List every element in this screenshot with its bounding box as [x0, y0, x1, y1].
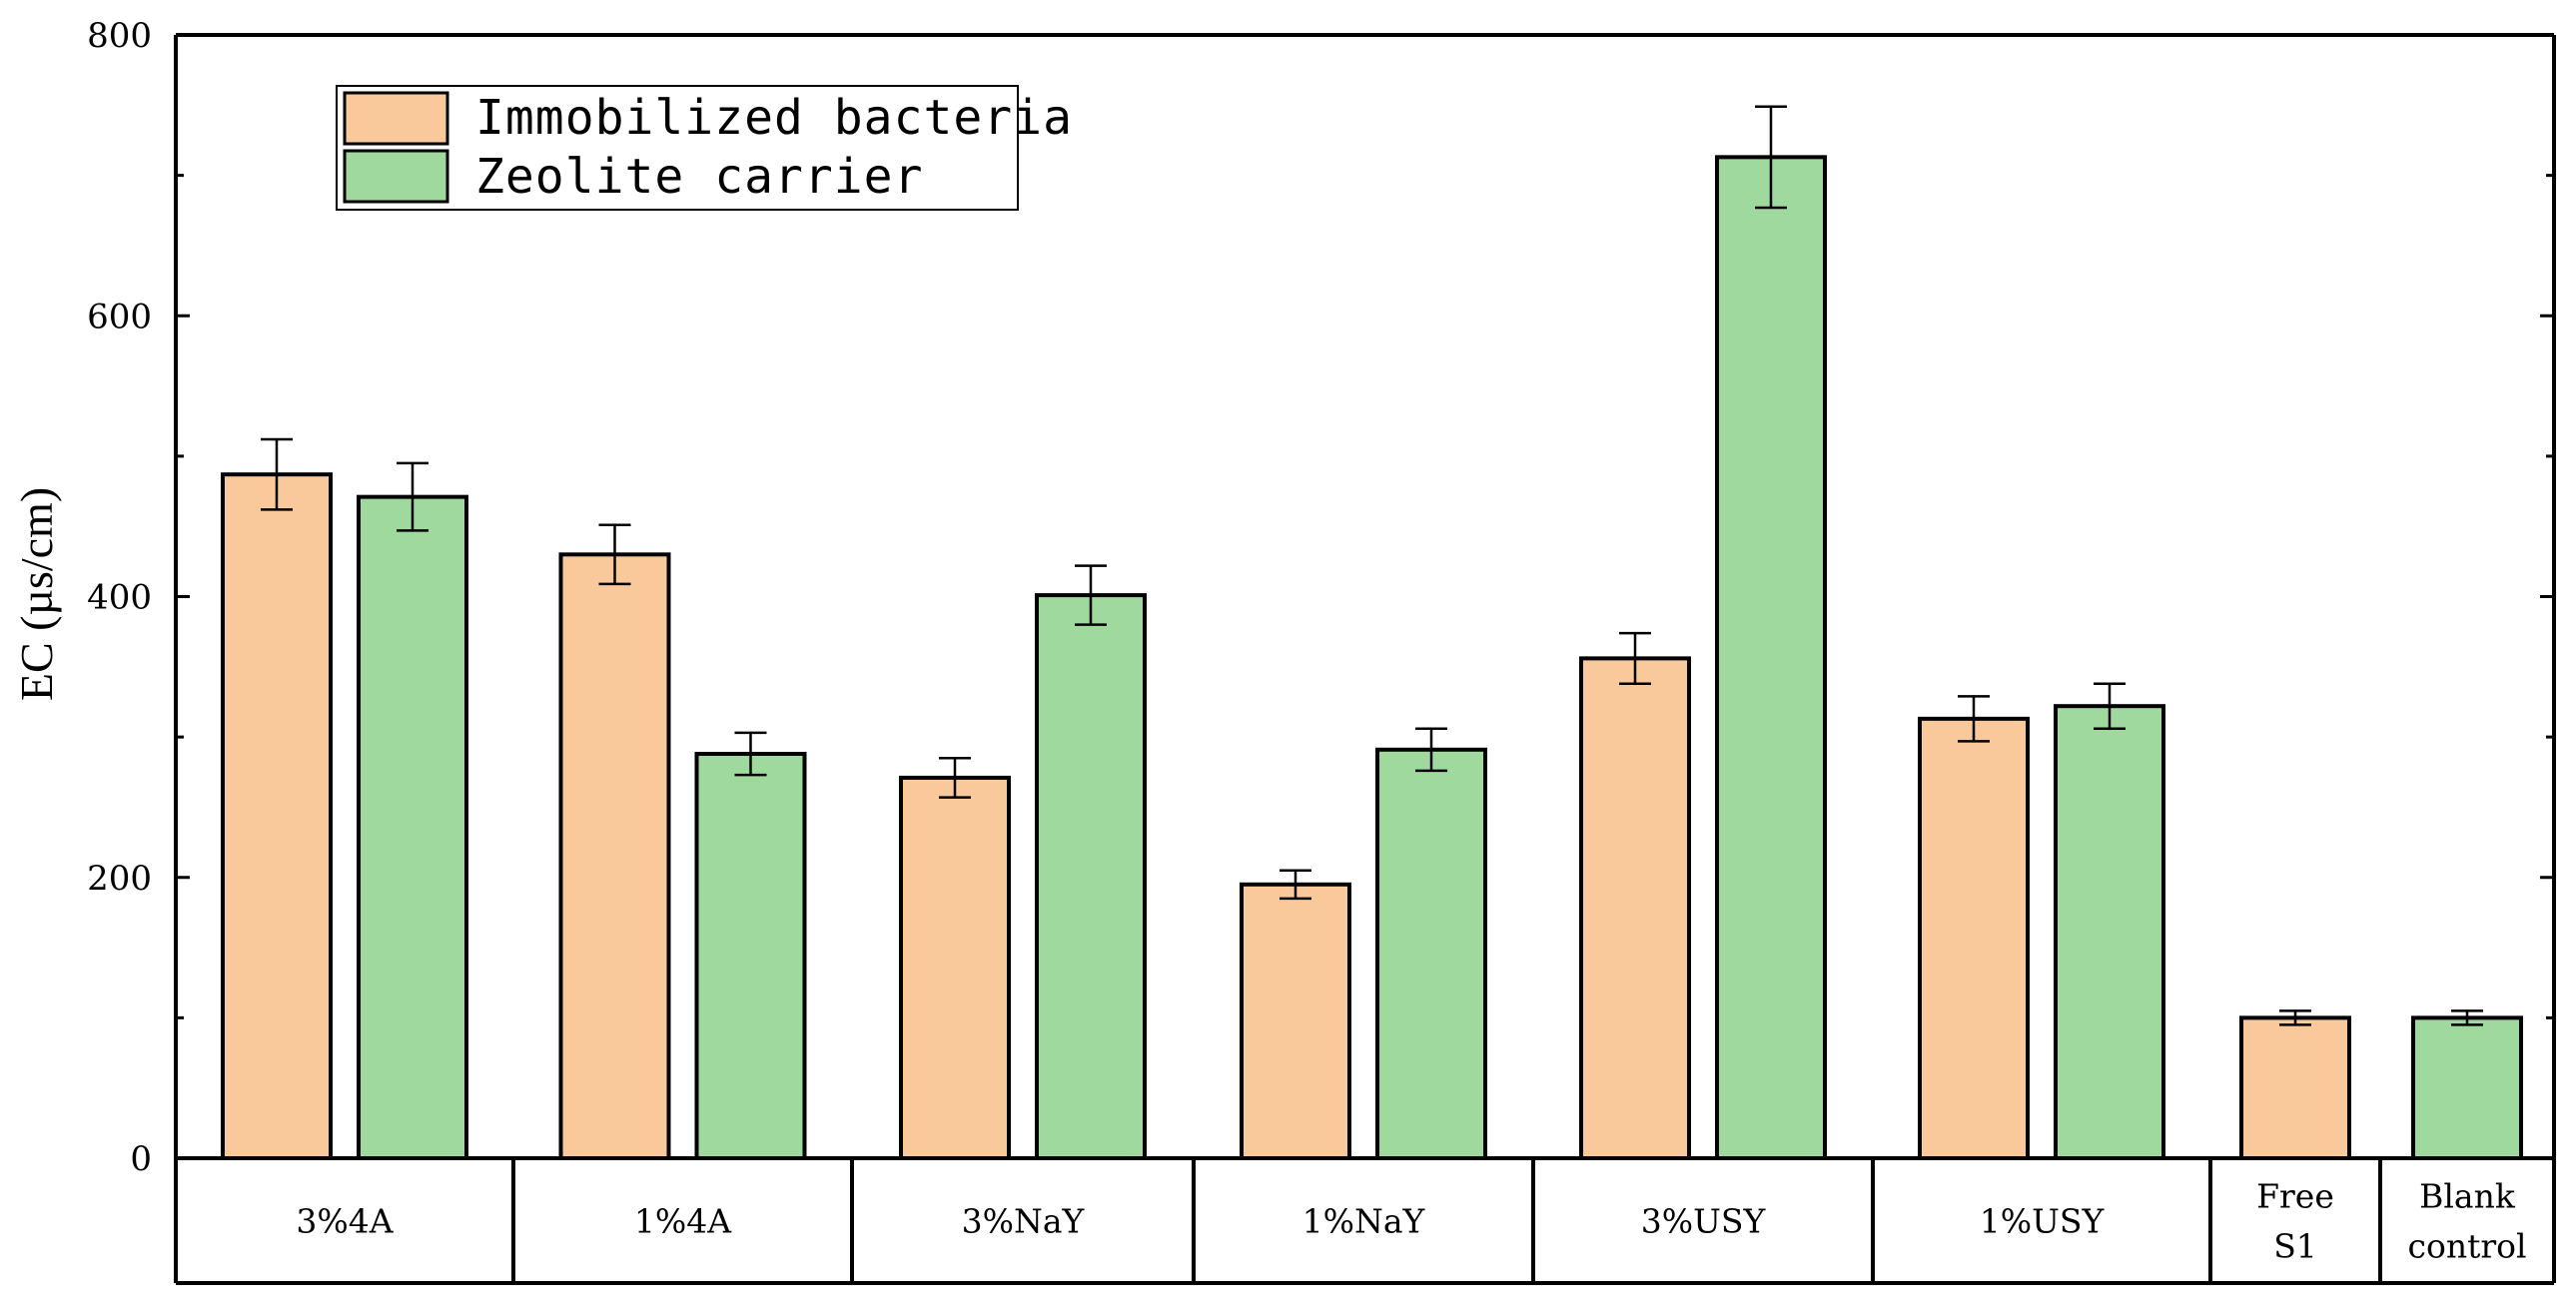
category-label: S1 [2273, 1227, 2317, 1266]
bar [694, 752, 807, 1160]
legend-box [336, 85, 1019, 211]
y-tick-label: 600 [87, 297, 152, 336]
category-label: 1%USY [1980, 1202, 2106, 1241]
category-row: 3%4A 1%4A 3%NaY 1%NaY 3%USY 1%USY Free S1 Blank c… [174, 1158, 2556, 1285]
category-label: 3%4A [296, 1202, 394, 1241]
y-tick-label: 400 [87, 578, 152, 618]
y-tick-label: 200 [87, 859, 152, 899]
bar [2239, 1015, 2351, 1160]
category-label: 3%USY [1641, 1202, 1767, 1241]
legend-swatch-immobilized [343, 91, 449, 146]
legend-label-zeolite: Zeolite carrier [475, 149, 923, 205]
y-tick-label: 0 [130, 1139, 152, 1179]
category-label: control [2407, 1227, 2526, 1266]
bar [357, 494, 468, 1160]
error-bars [261, 105, 2483, 1026]
y-tick-label: 800 [87, 16, 152, 56]
bar [221, 472, 333, 1160]
legend: Immobilized bacteria Zeolite carrier [336, 85, 1073, 211]
plot-frame [174, 33, 2556, 1160]
legend-swatch-zeolite [343, 149, 449, 204]
bar [2054, 704, 2165, 1160]
bar [1918, 716, 2030, 1160]
category-label: 1%NaY [1302, 1202, 1426, 1241]
bar [1579, 656, 1691, 1160]
bar [1240, 882, 1351, 1160]
category-label: Blank [2419, 1177, 2516, 1216]
category-label: 1%4A [634, 1202, 732, 1241]
bar [1375, 747, 1487, 1160]
bar [1035, 593, 1147, 1160]
y-axis-ticks: 0 200 400 600 800 [87, 16, 2554, 1179]
y-axis-title: EC (µs/cm) [11, 487, 62, 701]
bar [1715, 155, 1827, 1160]
bar [558, 552, 671, 1160]
bar [899, 775, 1011, 1160]
bars [221, 155, 2523, 1160]
category-label: 3%NaY [962, 1202, 1086, 1241]
bar [2411, 1015, 2523, 1160]
category-label: Free [2256, 1177, 2334, 1216]
legend-label-immobilized: Immobilized bacteria [475, 90, 1073, 146]
